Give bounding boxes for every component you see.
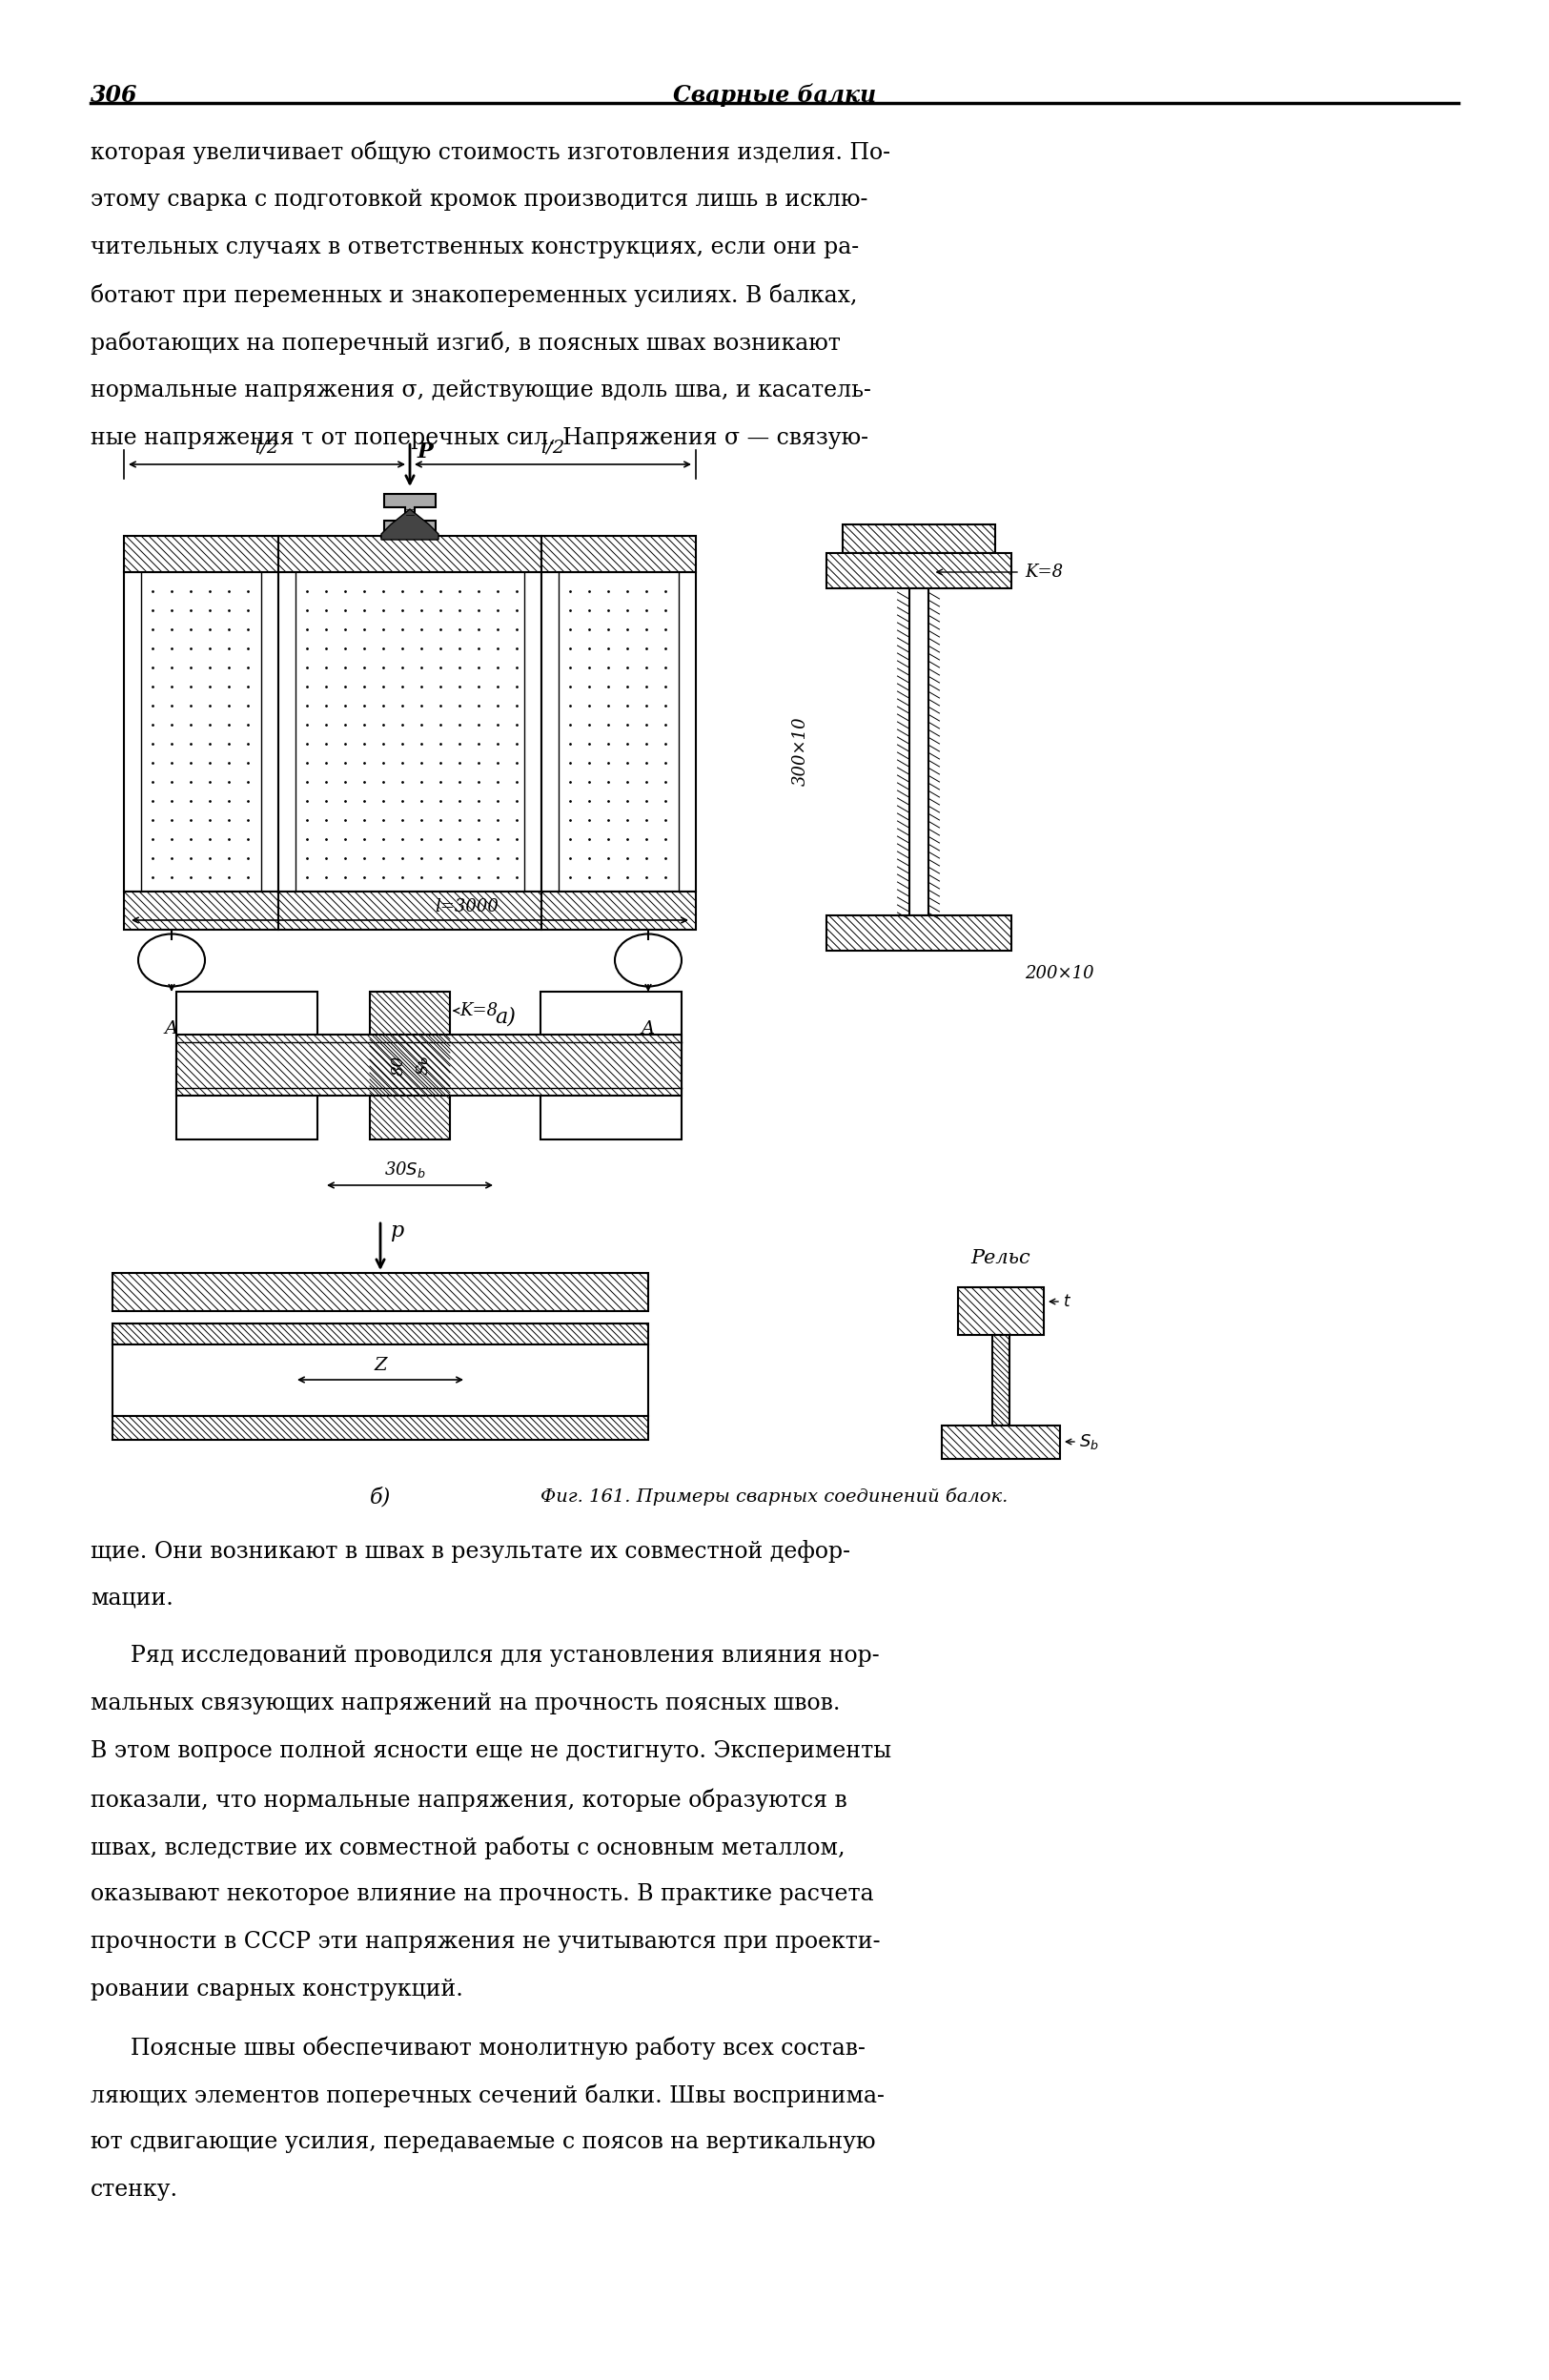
Text: ровании сварных конструкций.: ровании сварных конструкций. [90,1978,463,2002]
Bar [826,916,1011,950]
Bar [279,536,542,571]
Text: ботают при переменных и знакопеременных усилиях. В балках,: ботают при переменных и знакопеременных … [90,283,858,307]
Bar [542,536,696,571]
Bar [279,571,542,892]
Text: 80: 80 [390,1054,406,1076]
Text: а): а) [494,1007,516,1026]
Text: Поясные швы обеспечивают монолитную работу всех состав-: Поясные швы обеспечивают монолитную рабо… [130,2035,866,2059]
Bar [542,571,696,892]
Bar [909,588,928,916]
Text: P: P [418,440,434,462]
Bar [113,1323,647,1345]
Bar [370,992,449,1140]
Text: б): б) [370,1488,390,1509]
Bar [177,992,318,1140]
Text: Z: Z [373,1357,387,1373]
Text: l=3000: l=3000 [435,897,499,916]
Text: K=8: K=8 [1025,564,1063,581]
Bar [113,1416,647,1440]
Bar [113,1273,647,1311]
Text: щие. Они возникают в швах в результате их совместной дефор-: щие. Они возникают в швах в результате и… [90,1540,850,1564]
Text: 306: 306 [90,83,138,107]
Ellipse shape [138,933,204,985]
Text: l/2: l/2 [256,440,279,457]
Text: мальных связующих напряжений на прочность поясных швов.: мальных связующих напряжений на прочност… [90,1692,840,1714]
Text: Sь: Sь [415,1054,431,1076]
Text: оказывают некоторое влияние на прочность. В практике расчета: оказывают некоторое влияние на прочность… [90,1883,874,1904]
Text: этому сварка с подготовкой кромок производится лишь в исклю-: этому сварка с подготовкой кромок произв… [90,188,867,212]
Text: l/2: l/2 [541,440,565,457]
Text: которая увеличивает общую стоимость изготовления изделия. По-: которая увеличивает общую стоимость изго… [90,140,891,164]
Text: Рельс: Рельс [971,1250,1030,1266]
Polygon shape [384,495,435,533]
Text: 300×10: 300×10 [792,716,809,785]
Text: $t$: $t$ [1063,1292,1072,1309]
Text: A: A [164,1021,178,1038]
Bar [541,992,682,1140]
Text: стенку.: стенку. [90,2178,178,2202]
Text: мации.: мации. [90,1587,173,1609]
Text: В этом вопросе полной ясности еще не достигнуто. Эксперименты: В этом вопросе полной ясности еще не дос… [90,1740,891,1761]
Text: нормальные напряжения σ, действующие вдоль шва, и касатель-: нормальные напряжения σ, действующие вдо… [90,378,871,402]
Text: Сварные балки: Сварные балки [672,83,877,107]
Text: 200×10: 200×10 [1025,964,1094,983]
Bar [124,571,279,892]
Bar [843,524,994,552]
Text: Фиг. 161. Примеры сварных соединений балок.: Фиг. 161. Примеры сварных соединений бал… [541,1488,1008,1507]
Bar [826,552,1011,588]
Bar [957,1288,1044,1335]
Bar [993,1335,1010,1426]
Bar [113,1345,647,1416]
Text: K=8: K=8 [460,1002,497,1019]
Text: ляющих элементов поперечных сечений балки. Швы воспринима-: ляющих элементов поперечных сечений балк… [90,2082,884,2106]
Text: показали, что нормальные напряжения, которые образуются в: показали, что нормальные напряжения, кот… [90,1787,847,1811]
Polygon shape [381,509,438,536]
Polygon shape [381,509,438,540]
Bar [542,892,696,931]
Text: работающих на поперечный изгиб, в поясных швах возникают: работающих на поперечный изгиб, в поясны… [90,331,841,355]
Ellipse shape [615,933,682,985]
Text: Ряд исследований проводился для установления влияния нор-: Ряд исследований проводился для установл… [130,1645,880,1666]
Text: чительных случаях в ответственных конструкциях, если они ра-: чительных случаях в ответственных констр… [90,236,860,259]
Text: прочности в СССР эти напряжения не учитываются при проекти-: прочности в СССР эти напряжения не учиты… [90,1930,880,1954]
Text: швах, вследствие их совместной работы с основным металлом,: швах, вследствие их совместной работы с … [90,1835,846,1859]
Text: 30$S_b$: 30$S_b$ [384,1159,426,1180]
Text: р: р [390,1221,403,1242]
Text: A: A [641,1021,655,1038]
Text: ные напряжения τ от поперечных сил. Напряжения σ — связую-: ные напряжения τ от поперечных сил. Напр… [90,426,869,450]
Bar [942,1426,1060,1459]
Bar [177,1035,682,1095]
Bar [124,892,279,931]
Bar [279,892,542,931]
Text: ют сдвигающие усилия, передаваемые с поясов на вертикальную: ют сдвигающие усилия, передаваемые с поя… [90,2130,875,2154]
Bar [124,536,279,571]
Text: $S_b$: $S_b$ [1080,1433,1098,1452]
